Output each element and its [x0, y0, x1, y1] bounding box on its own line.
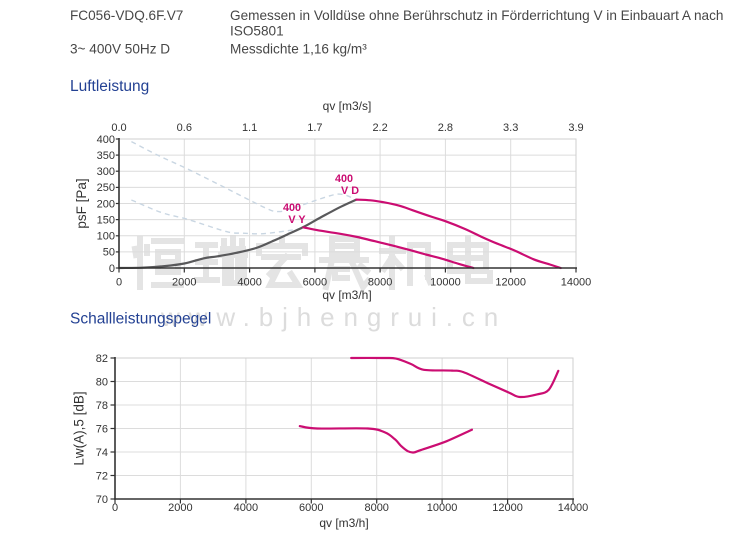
- svg-text:400: 400: [283, 202, 301, 214]
- svg-text:3~ 400V 50Hz D: 3~ 400V 50Hz D: [70, 41, 170, 56]
- svg-text:2.2: 2.2: [372, 122, 387, 134]
- svg-text:14000: 14000: [558, 502, 589, 514]
- svg-text:200: 200: [97, 198, 115, 210]
- svg-text:80: 80: [96, 376, 108, 388]
- svg-text:150: 150: [97, 214, 115, 226]
- svg-text:0.0: 0.0: [111, 122, 126, 134]
- svg-text:qv [m3/s]: qv [m3/s]: [323, 99, 372, 113]
- svg-text:V D: V D: [341, 185, 359, 197]
- svg-text:0: 0: [112, 502, 118, 514]
- svg-text:1.1: 1.1: [242, 122, 257, 134]
- svg-text:0.6: 0.6: [177, 122, 192, 134]
- svg-text:Messdichte 1,16 kg/m³: Messdichte 1,16 kg/m³: [230, 41, 367, 56]
- svg-text:74: 74: [96, 447, 108, 459]
- svg-text:3.3: 3.3: [503, 122, 518, 134]
- svg-text:psF [Pa]: psF [Pa]: [74, 178, 89, 228]
- svg-text:Schallleistungspegel: Schallleistungspegel: [70, 311, 211, 328]
- svg-text:qv [m3/h]: qv [m3/h]: [322, 288, 371, 302]
- svg-text:8000: 8000: [368, 277, 392, 289]
- svg-text:Lw(A),5 [dB]: Lw(A),5 [dB]: [72, 391, 87, 465]
- svg-text:4000: 4000: [237, 277, 261, 289]
- svg-text:76: 76: [96, 423, 108, 435]
- svg-text:400: 400: [335, 173, 353, 185]
- svg-text:10000: 10000: [427, 502, 458, 514]
- svg-text:3.9: 3.9: [568, 122, 583, 134]
- svg-text:1.7: 1.7: [307, 122, 322, 134]
- svg-text:Luftleistung: Luftleistung: [70, 78, 149, 95]
- svg-text:2.8: 2.8: [438, 122, 453, 134]
- svg-text:2000: 2000: [168, 502, 192, 514]
- svg-text:300: 300: [97, 166, 115, 178]
- svg-text:V Y: V Y: [288, 214, 306, 226]
- svg-text:12000: 12000: [495, 277, 526, 289]
- svg-text:0: 0: [109, 263, 115, 275]
- svg-text:250: 250: [97, 182, 115, 194]
- svg-text:82: 82: [96, 353, 108, 365]
- svg-text:10000: 10000: [430, 277, 461, 289]
- svg-text:6000: 6000: [303, 277, 327, 289]
- svg-text:78: 78: [96, 400, 108, 412]
- svg-text:50: 50: [103, 247, 115, 259]
- svg-text:2000: 2000: [172, 277, 196, 289]
- svg-text:ISO5801: ISO5801: [230, 23, 284, 38]
- svg-text:12000: 12000: [492, 502, 523, 514]
- svg-text:4000: 4000: [234, 502, 258, 514]
- svg-text:100: 100: [97, 231, 115, 243]
- svg-text:72: 72: [96, 470, 108, 482]
- svg-text:www.bjhengrui.cn: www.bjhengrui.cn: [160, 302, 507, 332]
- svg-text:qv [m3/h]: qv [m3/h]: [319, 516, 368, 530]
- svg-text:350: 350: [97, 150, 115, 162]
- svg-text:14000: 14000: [561, 277, 592, 289]
- svg-text:Gemessen in Volldüse ohne Berü: Gemessen in Volldüse ohne Berührschutz i…: [230, 8, 723, 23]
- svg-text:8000: 8000: [364, 502, 388, 514]
- svg-text:6000: 6000: [299, 502, 323, 514]
- svg-text:0: 0: [116, 277, 122, 289]
- svg-text:70: 70: [96, 494, 108, 506]
- svg-text:400: 400: [97, 134, 115, 146]
- svg-text:FC056-VDQ.6F.V7: FC056-VDQ.6F.V7: [70, 8, 183, 23]
